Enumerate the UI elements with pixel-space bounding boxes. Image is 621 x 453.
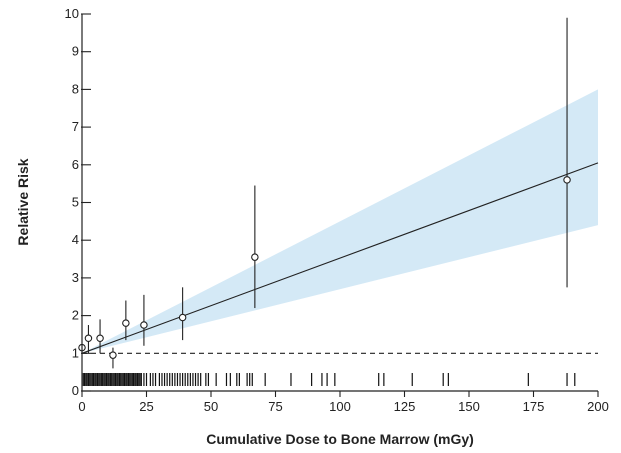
confidence-band-layer [82,89,598,354]
data-point [178,313,187,322]
y-tick-label: 3 [72,270,79,285]
data-point [140,321,148,329]
x-tick-label: 25 [139,399,153,414]
y-tick-label: 4 [72,232,79,247]
y-tick-label: 1 [72,345,79,360]
y-tick-label: 7 [72,119,79,134]
x-ticks-layer: 0 25 50 75 100 125 150 175 200 [78,391,609,414]
x-tick-label: 100 [329,399,351,414]
error-bars-layer [87,17,568,369]
y-axis-title: Relative Risk [15,158,31,245]
data-point [563,176,571,184]
data-point [96,334,104,342]
y-tick-label: 2 [72,308,79,323]
fit-line-layer [81,162,599,354]
y-tick-label: 8 [72,81,79,96]
confidence-band [82,89,598,354]
x-axis-title: Cumulative Dose to Bone Marrow (mGy) [206,431,474,447]
y-ticks-layer: 0 1 2 3 4 5 6 7 8 9 10 [65,6,91,398]
y-tick-label: 5 [72,195,79,210]
data-point [122,319,130,327]
x-tick-label: 175 [523,399,545,414]
y-tick-label: 0 [72,383,79,398]
x-tick-label: 200 [587,399,609,414]
x-tick-label: 150 [458,399,480,414]
data-point [109,351,117,359]
y-tick-label: 9 [72,44,79,59]
data-point [251,253,259,261]
x-tick-label: 50 [204,399,218,414]
y-tick-label: 10 [65,6,79,21]
x-tick-label: 0 [78,399,85,414]
rug-layer [82,373,576,386]
y-tick-label: 6 [72,157,79,172]
fit-line [81,162,599,354]
data-point [84,334,93,342]
x-tick-label: 75 [268,399,282,414]
x-tick-label: 125 [394,399,416,414]
